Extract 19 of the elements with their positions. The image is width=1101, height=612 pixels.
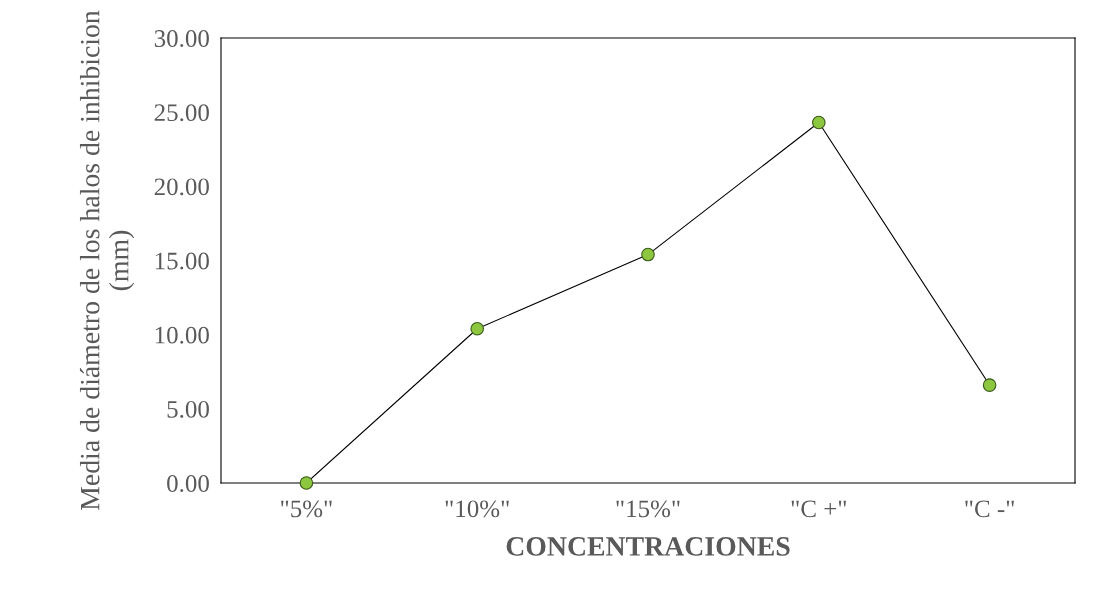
y-tick-label: 10.00	[155, 326, 209, 344]
x-tick-label: "C +"	[791, 500, 846, 518]
y-tick-label: 0.00	[167, 475, 209, 493]
y-axis-title: Media de diámetro de los halos de inhibicion (mm)	[79, 10, 135, 511]
x-tick-label: "C -"	[965, 500, 1014, 518]
point	[641, 247, 655, 262]
y-tick-label: 20.00	[154, 178, 209, 196]
x-tick-label: "15%"	[616, 500, 680, 518]
point	[982, 378, 997, 392]
point	[811, 115, 826, 130]
point	[470, 321, 485, 336]
x-tick-label: "10%"	[445, 500, 509, 518]
y-tick-label: 15.00	[155, 252, 209, 270]
y-tick-label: 30.00	[154, 30, 209, 48]
x-tick-label: "5%"	[281, 500, 332, 518]
y-tick-label: 25.00	[154, 104, 209, 122]
x-axis-title: CONCENTRACIONES	[506, 537, 790, 556]
y-tick-label: 5.00	[167, 400, 209, 418]
point	[299, 476, 314, 490]
